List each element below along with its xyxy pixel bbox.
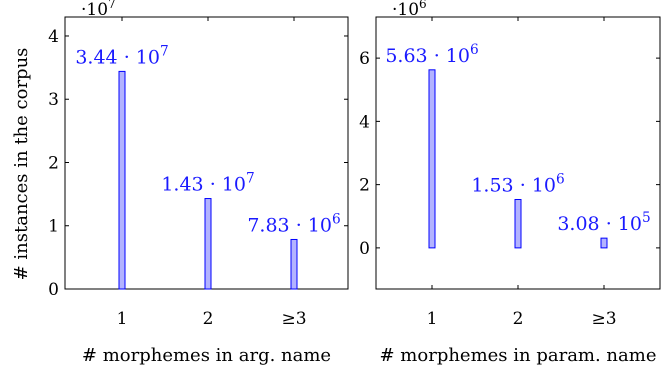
chart-2-y-tick-label: 6 (359, 49, 370, 69)
chart-1-x-axis-label: # morphemes in arg. name (82, 345, 331, 365)
chart-1-y-tick-label: 0 (48, 280, 59, 300)
chart-2-scale-label: ·106 (392, 0, 427, 20)
chart-1-value-label-mantissa: 1.43 · 10 (161, 174, 246, 196)
chart-2-x-tick-label: 1 (427, 309, 438, 329)
chart-1-value-label-mantissa: 3.44 · 10 (75, 46, 160, 68)
chart-1-x-tick-label: 2 (203, 309, 214, 329)
chart-2-y-tick-label: 4 (359, 112, 370, 132)
chart-2-scale-base: ·10 (392, 0, 419, 20)
chart-1-scale-base: ·10 (81, 0, 108, 20)
chart-2-value-label-exponent: 6 (470, 42, 479, 58)
chart-2-value-label-exponent: 5 (642, 210, 651, 226)
chart-2-scale-exponent: 6 (419, 0, 427, 11)
chart-1-y-tick-label: 2 (48, 153, 59, 173)
chart-1-x-tick-label: 1 (117, 309, 128, 329)
chart-1-bar (290, 238, 298, 290)
chart-1-y-tick-label: 1 (48, 217, 59, 237)
chart-1-value-label-mantissa: 7.83 · 10 (247, 214, 332, 236)
chart-2-value-label: 5.63 · 106 (385, 42, 478, 67)
chart-1-y-tick-label: 4 (48, 27, 59, 47)
chart-2-x-tick-label: 2 (513, 309, 524, 329)
chart-1-scale-exponent: 7 (108, 0, 116, 11)
chart-2-value-label: 1.53 · 106 (471, 172, 564, 197)
chart-1-value-label-exponent: 7 (160, 43, 169, 59)
chart-2-value-label-exponent: 6 (556, 172, 565, 188)
chart-1-x-tick-label: ≥3 (281, 309, 306, 329)
chart-2-value-label-mantissa: 5.63 · 10 (385, 45, 470, 67)
chart-2-bar (600, 237, 608, 249)
chart-2-y-tick-label: 0 (359, 239, 370, 259)
chart-1-value-label: 7.83 · 106 (247, 211, 340, 236)
chart-1-bar (204, 198, 212, 290)
chart-1-y-tick-label: 3 (48, 90, 59, 110)
chart-2-value-label-mantissa: 1.53 · 10 (471, 174, 556, 196)
chart-2-value-label: 3.08 · 105 (557, 210, 650, 235)
chart-2-x-tick-label: ≥3 (591, 309, 616, 329)
chart-2-x-axis-label: # morphemes in param. name (380, 345, 657, 365)
chart-1-value-label: 1.43 · 107 (161, 171, 254, 196)
y-axis-label: # instances in the corpus (11, 48, 32, 281)
chart-2-value-label-mantissa: 3.08 · 10 (557, 213, 642, 235)
chart-2-bar (514, 198, 522, 249)
chart-2-y-tick-label: 2 (359, 176, 370, 196)
chart-1-value-label: 3.44 · 107 (75, 43, 168, 68)
chart-2-bar (428, 69, 436, 249)
chart-1-bar (118, 70, 126, 290)
chart-1-value-label-exponent: 6 (332, 211, 341, 227)
chart-1-value-label-exponent: 7 (246, 171, 255, 187)
chart-1-scale-label: ·107 (81, 0, 116, 20)
